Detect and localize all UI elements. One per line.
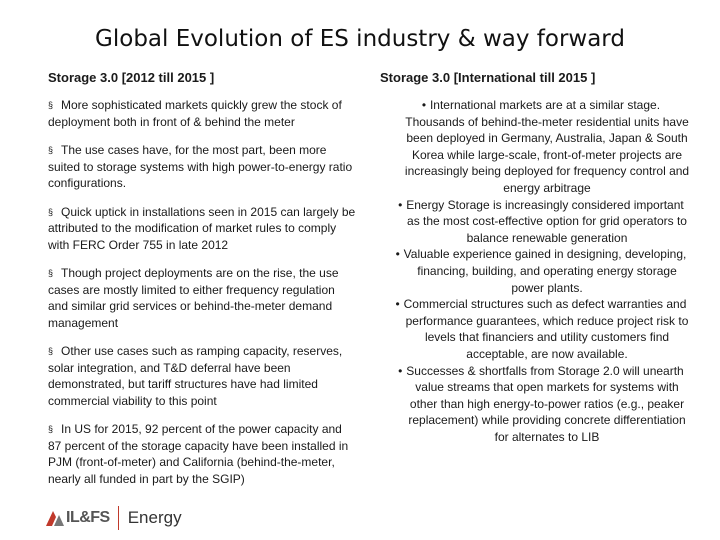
left-bullet-list: § More sophisticated markets quickly grew… [48,97,356,487]
list-item: • Energy Storage is increasingly consider… [380,197,690,247]
bullet-icon: § [48,268,54,278]
bullet-icon: § [48,424,54,434]
left-column: Storage 3.0 [2012 till 2015 ] § More soph… [48,70,356,499]
list-item: • Valuable experience gained in designing… [380,246,690,296]
right-column: Storage 3.0 [International till 2015 ] •… [380,70,690,445]
footer-logo: IL&FS Energy [44,505,182,531]
bullet-icon: § [48,206,54,217]
list-item: § Quick uptick in installations seen in 2… [48,204,356,252]
list-item: § Other use cases such as ramping capacit… [48,344,343,408]
list-item: • International markets are at a similar … [404,98,690,195]
bullet-icon: • [398,197,403,212]
list-item: • Successes & shortfalls from Storage 2.0… [380,363,690,446]
list-item: § The use cases have, for the most part, … [48,143,353,190]
logo-divider [117,506,119,530]
left-column-heading: Storage 3.0 [2012 till 2015 ] [48,70,215,85]
bullet-icon: § [48,100,54,110]
bullet-icon: • [395,247,400,262]
bullet-icon: § [48,145,54,155]
list-item: § Though project deployments are on the r… [48,266,339,330]
right-bullet-list: • International markets are at a similar … [380,97,690,445]
list-item: • Commercial structures such as defect wa… [380,296,690,362]
logo-text: IL&FS [66,509,110,526]
bullet-icon: • [395,297,400,312]
ilfs-logo-icon [44,508,66,528]
list-item: § More sophisticated markets quickly grew… [48,98,342,129]
list-item: § In US for 2015, 92 percent of the power… [48,422,349,486]
right-column-heading: Storage 3.0 [International till 2015 ] [380,70,596,85]
bullet-icon: • [421,98,427,112]
slide-title: Global Evolution of ES industry & way fo… [95,26,625,52]
logo-energy-text: Energy [127,508,182,527]
bullet-icon: § [48,346,54,356]
bullet-icon: • [398,363,403,378]
